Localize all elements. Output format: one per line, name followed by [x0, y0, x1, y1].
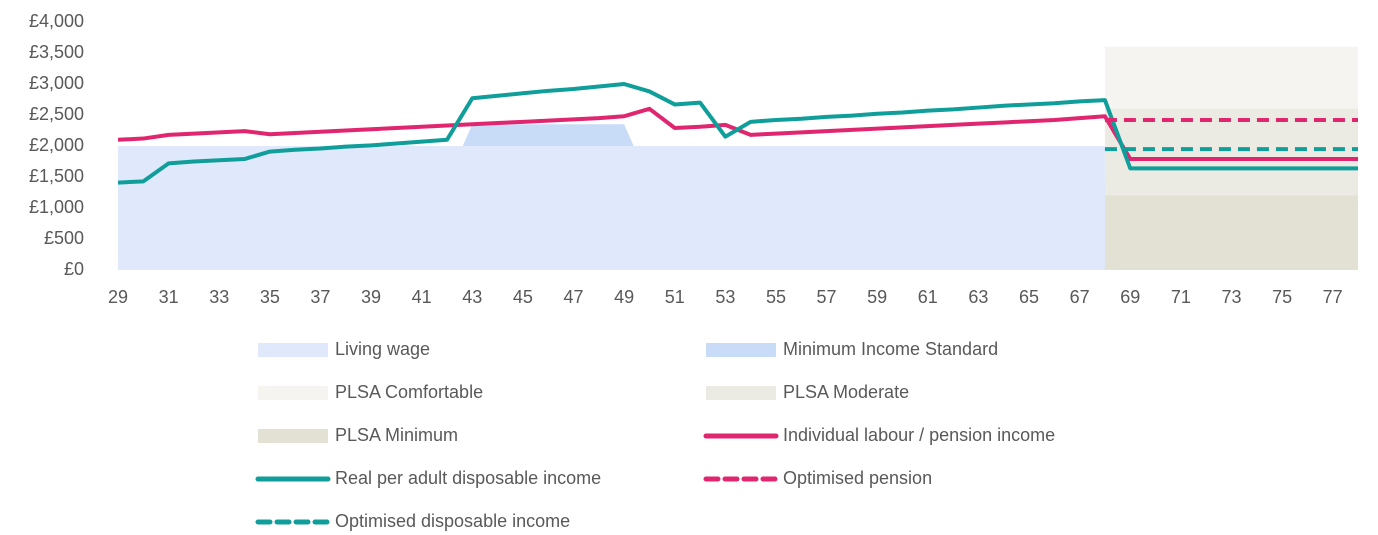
- x-tick-label: 65: [1019, 287, 1039, 307]
- x-tick-label: 35: [260, 287, 280, 307]
- area: [118, 146, 1105, 270]
- x-tick-label: 61: [918, 287, 938, 307]
- legend-label: PLSA Moderate: [783, 382, 909, 402]
- line: [117, 82, 1358, 185]
- legend-label: PLSA Minimum: [335, 425, 458, 445]
- x-tick-label: 43: [462, 287, 482, 307]
- x-tick-label: 55: [766, 287, 786, 307]
- x-tick-label: 47: [563, 287, 583, 307]
- x-tick-label: 67: [1070, 287, 1090, 307]
- legend-swatch: [706, 343, 776, 357]
- legend-label: Minimum Income Standard: [783, 339, 998, 359]
- y-tick-label: £1,000: [29, 197, 84, 217]
- y-tick-label: £2,000: [29, 135, 84, 155]
- x-tick-label: 59: [867, 287, 887, 307]
- x-tick-label: 45: [513, 287, 533, 307]
- y-tick-label: £3,000: [29, 73, 84, 93]
- y-tick-label: £2,500: [29, 104, 84, 124]
- area: [1104, 195, 1358, 270]
- x-tick-label: 73: [1221, 287, 1241, 307]
- legend-swatch: [706, 386, 776, 400]
- legend-label: Real per adult disposable income: [335, 468, 601, 488]
- x-tick-label: 57: [817, 287, 837, 307]
- x-tick-label: 53: [715, 287, 735, 307]
- x-tick-label: 51: [665, 287, 685, 307]
- y-tick-label: £500: [44, 228, 84, 248]
- legend-swatch: [258, 343, 328, 357]
- x-tick-label: 39: [361, 287, 381, 307]
- legend-swatch: [258, 429, 328, 443]
- legend-swatch: [258, 386, 328, 400]
- y-tick-label: £1,500: [29, 166, 84, 186]
- legend-label: PLSA Comfortable: [335, 382, 483, 402]
- y-tick-label: £3,500: [29, 42, 84, 62]
- x-tick-label: 41: [412, 287, 432, 307]
- x-tick-label: 33: [209, 287, 229, 307]
- legend-label: Optimised disposable income: [335, 511, 570, 531]
- x-tick-label: 63: [968, 287, 988, 307]
- x-tick-label: 49: [614, 287, 634, 307]
- x-tick-label: 69: [1120, 287, 1140, 307]
- legend-label: Individual labour / pension income: [783, 425, 1055, 445]
- x-tick-label: 37: [310, 287, 330, 307]
- x-tick-label: 29: [108, 287, 128, 307]
- y-tick-label: £0: [64, 259, 84, 279]
- legend-label: Living wage: [335, 339, 430, 359]
- y-tick-label: £4,000: [29, 11, 84, 31]
- x-tick-label: 71: [1171, 287, 1191, 307]
- x-tick-label: 77: [1323, 287, 1343, 307]
- legend-label: Optimised pension: [783, 468, 932, 488]
- x-tick-label: 31: [159, 287, 179, 307]
- x-tick-label: 75: [1272, 287, 1292, 307]
